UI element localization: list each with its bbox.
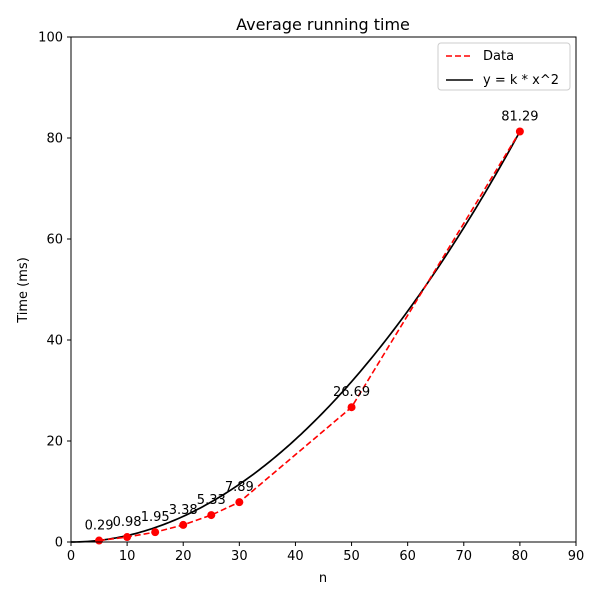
data-point <box>151 528 160 537</box>
y-axis-label: Time (ms) <box>16 257 31 324</box>
data-point <box>207 511 216 520</box>
fit-curve-line <box>70 131 521 543</box>
data-point <box>179 520 188 529</box>
y-tick-label: 60 <box>46 233 63 248</box>
y-tick-label: 0 <box>55 536 63 551</box>
legend: Data y = k * x^2 <box>437 42 571 91</box>
x-tick-label: 30 <box>231 549 248 564</box>
x-axis-ticks: 0 10 20 30 40 50 60 70 80 90 <box>67 542 584 564</box>
data-label: 81.29 <box>501 109 538 124</box>
data-label: 0.98 <box>113 515 142 530</box>
x-tick-label: 0 <box>67 549 75 564</box>
y-axis-ticks: 0 20 40 60 80 100 <box>38 31 71 551</box>
x-tick-label: 10 <box>119 549 136 564</box>
legend-box <box>437 42 571 91</box>
data-label: 0.29 <box>85 519 114 534</box>
y-tick-label: 20 <box>46 435 63 450</box>
y-tick-label: 100 <box>38 31 63 46</box>
y-tick-label: 40 <box>46 334 63 349</box>
data-label: 3.38 <box>169 503 198 518</box>
y-tick-label: 80 <box>46 132 63 147</box>
x-tick-label: 60 <box>399 549 416 564</box>
data-label: 26.69 <box>333 385 370 400</box>
legend-label-data: Data <box>483 49 514 64</box>
data-label: 7.89 <box>225 480 254 495</box>
data-series-line <box>98 131 521 542</box>
x-tick-label: 20 <box>175 549 192 564</box>
chart-title: Average running time <box>236 15 410 34</box>
x-tick-label: 70 <box>456 549 473 564</box>
data-point <box>95 536 104 545</box>
data-point <box>347 403 356 412</box>
plot-area: 0.29 0.98 1.95 3.385.337.89 26.69 81.29 <box>70 109 538 545</box>
x-tick-label: 90 <box>568 549 585 564</box>
x-tick-label: 40 <box>287 549 304 564</box>
data-label: 5.33 <box>197 493 226 508</box>
data-point <box>235 498 244 507</box>
x-tick-label: 50 <box>343 549 360 564</box>
x-tick-label: 80 <box>512 549 529 564</box>
data-label: 1.95 <box>141 510 170 525</box>
x-axis-label: n <box>319 571 327 586</box>
data-point <box>123 533 132 542</box>
plot-frame <box>70 36 577 543</box>
data-point <box>515 127 524 136</box>
legend-label-fit: y = k * x^2 <box>483 73 559 88</box>
